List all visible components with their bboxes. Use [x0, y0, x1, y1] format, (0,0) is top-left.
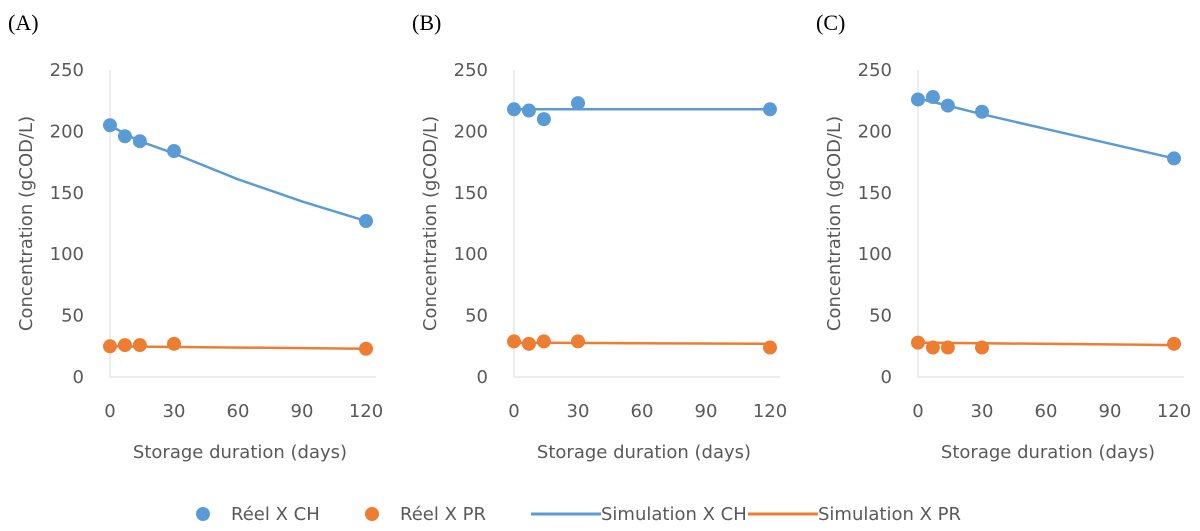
y-tick-label: 0 — [477, 367, 488, 388]
x-tick-label: 90 — [695, 401, 718, 422]
legend-item: Simulation X PR — [748, 504, 961, 525]
y-tick-label: 200 — [50, 121, 84, 142]
panel-label: (B) — [412, 10, 441, 35]
data-point — [167, 144, 181, 159]
data-point — [1167, 336, 1181, 351]
data-point — [507, 102, 521, 117]
x-tick-label: 90 — [1099, 401, 1122, 422]
x-tick-label: 60 — [227, 401, 250, 422]
data-point — [925, 90, 940, 105]
data-point — [507, 334, 521, 349]
series-line-simulation-x-pr — [513, 341, 771, 346]
x-tick-label: 0 — [104, 401, 115, 422]
x-tick-label: 120 — [1157, 401, 1191, 422]
data-point — [571, 96, 585, 111]
y-tick-label: 50 — [465, 306, 488, 327]
series-line-simulation-x-ch — [917, 97, 1175, 160]
data-point — [117, 338, 132, 353]
series-line-simulation-x-pr — [917, 341, 1175, 347]
data-point — [359, 214, 373, 229]
y-tick-label: 50 — [61, 306, 84, 327]
data-point — [975, 104, 989, 119]
y-tick-label: 150 — [858, 183, 892, 204]
x-tick-label: 120 — [349, 401, 383, 422]
x-tick-label: 0 — [912, 401, 923, 422]
y-tick-label: 100 — [50, 244, 84, 265]
data-point — [925, 340, 940, 355]
legend-item: Simulation X CH — [531, 504, 747, 525]
x-axis-title: Storage duration (days) — [537, 442, 751, 463]
data-point — [359, 341, 373, 356]
data-point — [536, 334, 551, 349]
data-point — [940, 98, 955, 113]
y-tick-label: 50 — [869, 306, 892, 327]
legend-label: Réel X PR — [400, 504, 486, 525]
x-tick-label: 60 — [1035, 401, 1058, 422]
data-point — [521, 103, 536, 118]
y-tick-label: 100 — [454, 244, 488, 265]
legend-item: Réel X CH — [196, 504, 320, 525]
data-point — [132, 338, 147, 353]
x-tick-label: 30 — [567, 401, 590, 422]
y-tick-label: 0 — [881, 367, 892, 388]
x-axis-title: Storage duration (days) — [133, 442, 347, 463]
y-tick-label: 250 — [50, 60, 84, 81]
x-tick-label: 30 — [163, 401, 186, 422]
x-tick-label: 60 — [631, 401, 654, 422]
series-line-simulation-x-pr — [109, 345, 367, 351]
data-point — [911, 92, 925, 107]
data-point — [536, 112, 551, 127]
y-axis-title: Concentration (gCOD/L) — [420, 116, 441, 331]
data-point — [763, 102, 777, 117]
legend-marker — [365, 507, 379, 521]
panel-label: (A) — [8, 10, 39, 35]
y-tick-label: 200 — [454, 121, 488, 142]
x-tick-label: 120 — [753, 401, 787, 422]
y-tick-label: 150 — [454, 183, 488, 204]
series-line-simulation-x-ch — [109, 124, 367, 223]
legend-label: Simulation X CH — [601, 504, 747, 525]
legend: Réel X CH Réel X PR Simulation X CH Simulat… — [196, 504, 961, 525]
data-point — [103, 339, 117, 354]
x-tick-label: 0 — [508, 401, 519, 422]
legend-label: Réel X CH — [231, 504, 320, 525]
y-tick-label: 150 — [50, 183, 84, 204]
panel-label: (C) — [816, 10, 845, 35]
data-point — [103, 118, 117, 133]
y-tick-label: 100 — [858, 244, 892, 265]
y-tick-label: 250 — [858, 60, 892, 81]
y-axis-title: Concentration (gCOD/L) — [824, 116, 845, 331]
y-tick-label: 0 — [73, 367, 84, 388]
y-axis-title: Concentration (gCOD/L) — [16, 116, 37, 331]
legend-label: Simulation X PR — [818, 504, 961, 525]
y-tick-label: 250 — [454, 60, 488, 81]
data-point — [975, 340, 989, 355]
data-point — [763, 340, 777, 355]
data-point — [911, 335, 925, 350]
data-point — [1167, 151, 1181, 166]
data-point — [117, 129, 132, 144]
data-point — [132, 134, 147, 149]
data-point — [167, 336, 181, 351]
data-point — [940, 340, 955, 355]
x-tick-label: 90 — [291, 401, 314, 422]
x-axis-title: Storage duration (days) — [941, 442, 1155, 463]
data-point — [571, 334, 585, 349]
y-tick-label: 200 — [858, 121, 892, 142]
legend-item: Réel X PR — [365, 504, 486, 525]
legend-marker — [196, 507, 210, 521]
x-tick-label: 30 — [971, 401, 994, 422]
data-point — [521, 336, 536, 351]
